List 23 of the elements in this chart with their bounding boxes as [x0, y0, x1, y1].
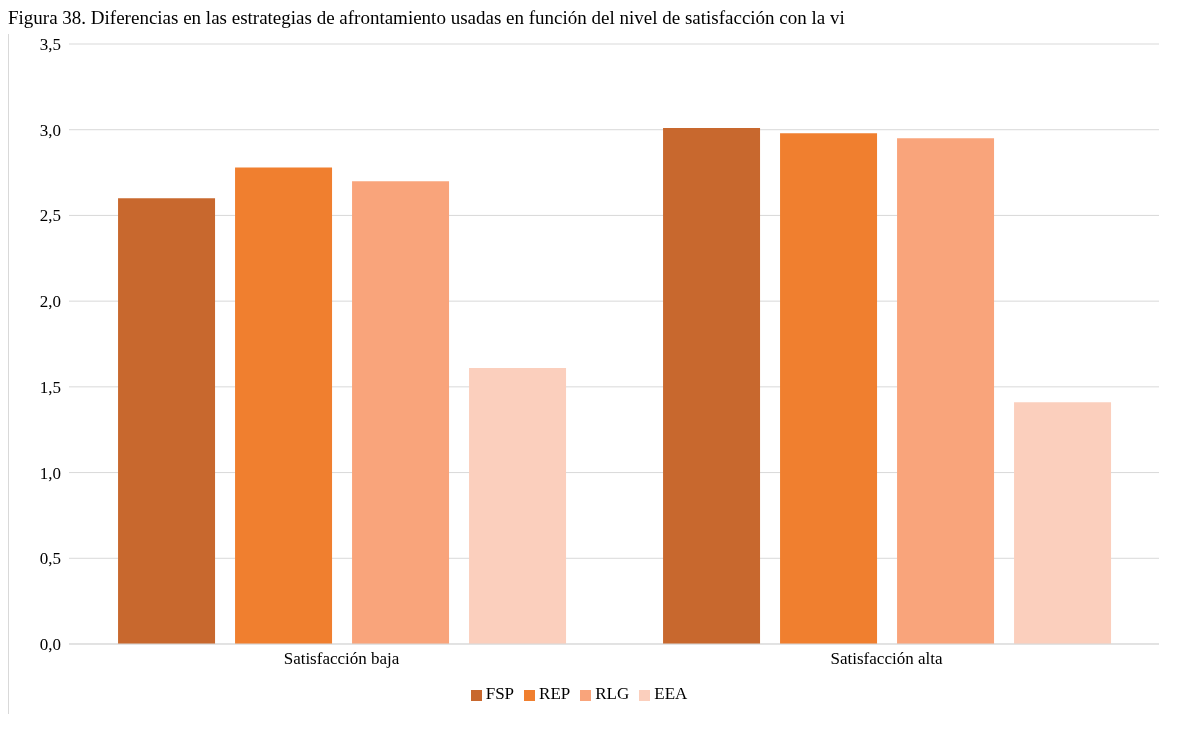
- bar: [663, 128, 761, 644]
- y-tick-label: 1,5: [39, 377, 61, 397]
- x-tick-label: Satisfacción alta: [830, 649, 943, 669]
- y-tick-label: 0,5: [39, 549, 61, 569]
- legend-label: EEA: [654, 684, 688, 703]
- bar: [469, 368, 567, 644]
- legend-label: FSP: [485, 684, 515, 703]
- legend-label: RLG: [595, 684, 630, 703]
- bar: [780, 133, 878, 644]
- bar: [352, 181, 450, 644]
- legend-label: REP: [539, 684, 571, 703]
- bar: [118, 198, 216, 644]
- y-tick-label: 1,0: [39, 463, 61, 483]
- y-tick-label: 2,5: [39, 206, 61, 226]
- y-tick-label: 3,0: [39, 120, 61, 140]
- bar: [897, 138, 995, 644]
- chart-title: Figura 38. Diferencias en las estrategias de afrontamiento usadas en función del nivel de satisfacción con la vi: [8, 7, 846, 30]
- bar: [1014, 402, 1112, 644]
- x-tick-label: Satisfacción baja: [283, 649, 400, 669]
- y-tick-label: 2,0: [39, 292, 61, 312]
- y-tick-label: 0,0: [39, 635, 61, 655]
- y-tick-label: 3,5: [39, 35, 61, 55]
- bar: [235, 167, 333, 644]
